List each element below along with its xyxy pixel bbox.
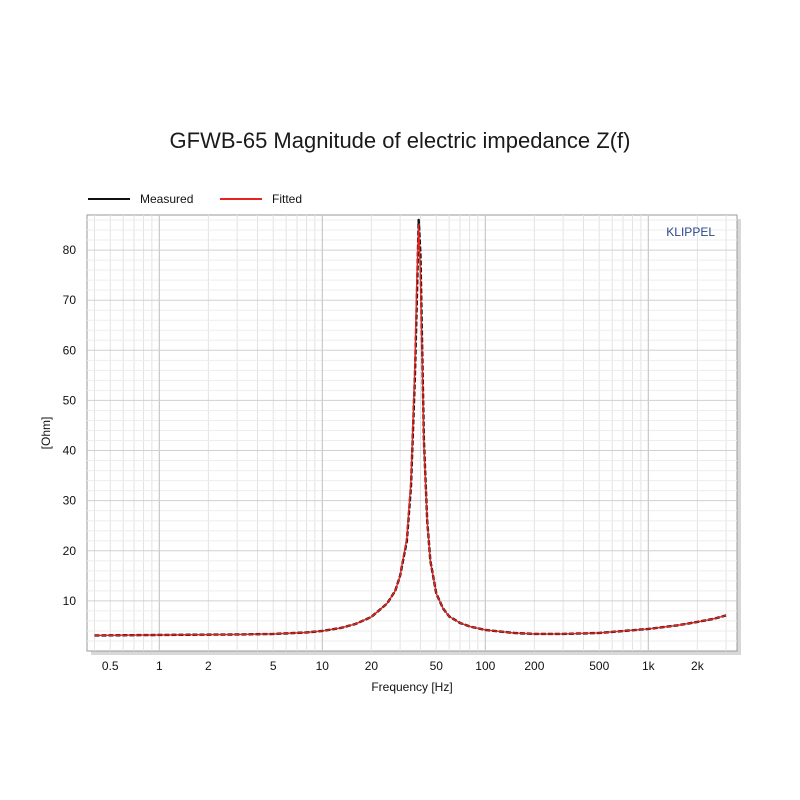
y-tick-label: 20 bbox=[63, 544, 77, 558]
legend-label-fitted: Fitted bbox=[272, 192, 302, 206]
legend-label-measured: Measured bbox=[140, 192, 193, 206]
brand-label: KLIPPEL bbox=[666, 225, 715, 239]
x-tick-label: 20 bbox=[365, 659, 379, 673]
y-axis-label: [Ohm] bbox=[39, 417, 53, 450]
x-tick-label: 1 bbox=[156, 659, 163, 673]
y-tick-label: 50 bbox=[63, 393, 77, 407]
y-tick-label: 30 bbox=[63, 494, 77, 508]
x-tick-label: 50 bbox=[430, 659, 444, 673]
x-tick-labels: 0.5 1 2 5 10 20 50 100 200 500 1k 2k bbox=[102, 659, 705, 673]
x-tick-label: 2k bbox=[691, 659, 705, 673]
x-tick-label: 100 bbox=[475, 659, 495, 673]
x-tick-label: 200 bbox=[524, 659, 544, 673]
x-tick-label: 10 bbox=[316, 659, 330, 673]
x-axis-label: Frequency [Hz] bbox=[371, 680, 452, 694]
series-layer bbox=[94, 218, 727, 637]
series-line-fitted bbox=[94, 224, 727, 637]
x-tick-label: 500 bbox=[589, 659, 609, 673]
x-tick-label: 5 bbox=[270, 659, 277, 673]
y-tick-label: 70 bbox=[63, 293, 77, 307]
y-tick-label: 40 bbox=[63, 444, 77, 458]
x-tick-label: 2 bbox=[205, 659, 212, 673]
chart-title: GFWB-65 Magnitude of electric impedance … bbox=[170, 128, 631, 153]
major-grid bbox=[87, 215, 737, 651]
x-tick-label: 1k bbox=[642, 659, 656, 673]
x-tick-label: 0.5 bbox=[102, 659, 119, 673]
legend: Measured Fitted bbox=[88, 192, 302, 206]
y-tick-labels: 10 20 30 40 50 60 70 80 bbox=[63, 243, 77, 608]
y-tick-label: 60 bbox=[63, 343, 77, 357]
y-tick-label: 10 bbox=[63, 594, 77, 608]
y-tick-label: 80 bbox=[63, 243, 77, 257]
minor-grid bbox=[87, 215, 737, 651]
